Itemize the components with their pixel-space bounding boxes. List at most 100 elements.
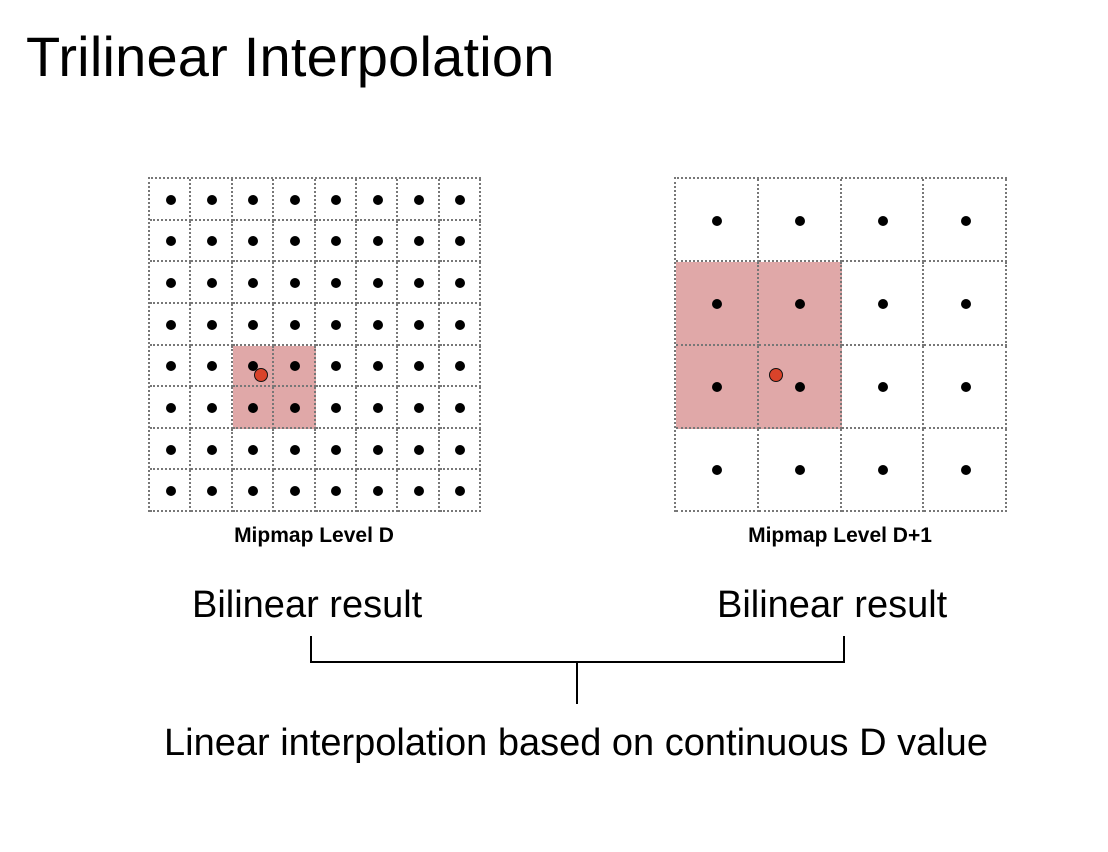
texel-center-dot [413,236,424,247]
texel-cell [841,262,925,346]
texel-center-dot [795,298,806,309]
texel-center-dot [877,215,888,226]
texel-center-dot [248,278,259,289]
texel-cell [439,428,481,471]
texel-cell [150,428,192,471]
texel-cell [191,220,233,263]
texel-center-dot [331,444,342,455]
texel-cell [924,262,1007,346]
texel-center-dot [331,319,342,330]
texel-center-dot [455,361,466,372]
texel-cell [191,428,233,471]
texel-cell [150,179,192,221]
texel-cell [315,470,357,512]
texel-center-dot [207,361,218,372]
sample-point [254,368,268,382]
texel-center-dot [372,236,383,247]
texel-center-dot [712,465,723,476]
texel-center-dot [165,319,176,330]
texel-cell [232,179,275,221]
texel-center-dot [795,215,806,226]
sample-point [769,368,783,382]
texel-center-dot [207,236,218,247]
texel-center-dot [413,278,424,289]
texel-center-dot [289,486,300,497]
linear-interpolation-label: Linear interpolation based on continuous… [164,722,988,764]
texel-cell [150,345,192,388]
texel-cell [439,262,481,304]
texel-center-dot [248,486,259,497]
texel-cell [356,303,399,346]
texel-cell [191,345,233,388]
texel-cell [274,470,316,512]
texel-cell [356,179,399,221]
texel-cell [439,470,481,512]
texel-center-dot [331,194,342,205]
texel-center-dot [455,444,466,455]
texel-cell [439,220,481,263]
texel-cell [150,387,192,429]
mipmap-grid-level-d [148,177,481,512]
texel-center-dot [372,319,383,330]
texel-center-dot [331,486,342,497]
texel-cell [191,303,233,346]
texel-cell [356,470,399,512]
texel-cell [398,303,440,346]
mipmap-grid-level-d-plus-1 [674,177,1007,512]
texel-center-dot [289,402,300,413]
texel-cell [150,262,192,304]
texel-cell [356,220,399,263]
texel-center-dot [207,319,218,330]
texel-center-dot [165,278,176,289]
texel-cell [676,428,759,512]
texel-cell [841,428,925,512]
texel-center-dot [289,278,300,289]
texel-cell [315,179,357,221]
texel-cell [232,220,275,263]
texel-center-dot [289,319,300,330]
texel-center-dot [372,444,383,455]
texel-center-dot [877,298,888,309]
texel-center-dot [207,444,218,455]
texel-cell [439,387,481,429]
texel-center-dot [455,278,466,289]
texel-cell [150,220,192,263]
texel-cell [439,345,481,388]
texel-cell [191,470,233,512]
texel-center-dot [248,236,259,247]
texel-center-dot [331,402,342,413]
texel-cell [315,428,357,471]
texel-center-dot [712,298,723,309]
texel-cell [232,428,275,471]
texel-center-dot [795,465,806,476]
texel-center-dot [207,278,218,289]
texel-center-dot [165,444,176,455]
texel-cell [150,303,192,346]
texel-center-dot [372,402,383,413]
texel-center-dot [372,361,383,372]
texel-cell [274,428,316,471]
texel-center-dot [455,486,466,497]
texel-center-dot [413,361,424,372]
texel-cell [191,387,233,429]
texel-center-dot [960,465,971,476]
texel-cell [398,262,440,304]
texel-cell [841,345,925,429]
texel-center-dot [331,278,342,289]
texel-cell [274,303,316,346]
texel-center-dot [165,402,176,413]
texel-center-dot [165,194,176,205]
texel-cell [315,303,357,346]
texel-center-dot [165,236,176,247]
texel-center-dot [413,319,424,330]
texel-center-dot [289,194,300,205]
texel-cell [758,428,842,512]
texel-center-dot [165,361,176,372]
texel-cell [315,220,357,263]
texel-cell [758,179,842,263]
texel-cell [439,303,481,346]
texel-cell [398,179,440,221]
texel-center-dot [712,215,723,226]
texel-center-dot [455,319,466,330]
